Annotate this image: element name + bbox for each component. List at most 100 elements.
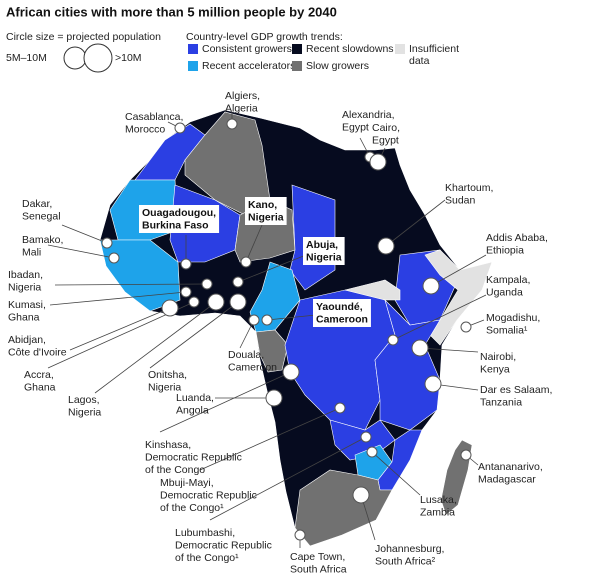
city-label: Luanda,Angola: [176, 392, 214, 417]
city-label: Algiers,Algeria: [225, 90, 260, 115]
city-label-line: Burkina Faso: [142, 219, 209, 231]
city-label-line: Uganda: [486, 286, 523, 298]
city-label: Kampala,Uganda: [486, 274, 530, 299]
city-label: Addis Ababa,Ethiopia: [486, 232, 548, 257]
cities: Algiers,Algeria Casablanca,Morocco Alexand…: [8, 90, 552, 576]
city-label-line: Lagos,: [68, 394, 100, 406]
country: [134, 123, 206, 181]
city-label: Yaoundé,Cameroon: [313, 299, 371, 327]
city-marker: [369, 153, 387, 171]
leader-line: [371, 451, 421, 496]
city-marker: [460, 321, 472, 333]
city-label-line: Zambia: [420, 506, 455, 518]
city-label-line: Kumasi,: [8, 299, 46, 311]
city-label-line: Kenya: [480, 363, 510, 375]
city-marker: [207, 293, 225, 311]
leader-line: [419, 347, 479, 353]
color-legend-title: Country-level GDP growth trends:: [186, 31, 343, 43]
city-marker: [377, 237, 395, 255]
city-label-line: Morocco: [125, 123, 165, 135]
city-label-line: Dakar,: [22, 198, 52, 210]
city-label: Antananarivo,Madagascar: [478, 461, 543, 486]
city-marker: [161, 299, 179, 317]
city-label-line: South Africa: [290, 563, 347, 575]
city-label: Nairobi,Kenya: [480, 351, 516, 376]
city-marker: [229, 293, 247, 311]
city-label: Douala,Cameroon: [228, 349, 277, 374]
city-label-line: Cairo,: [372, 122, 400, 134]
city-label: Mogadishu,Somalia¹: [486, 312, 540, 337]
city-label-line: Johannesburg,: [375, 543, 444, 555]
city-label-line: Tanzania: [480, 396, 522, 408]
city-label-line: Yaoundé,: [316, 301, 363, 313]
city-label-line: Kano,: [248, 199, 277, 211]
city-label: Johannesburg,South Africa²: [375, 543, 444, 568]
city-label-line: Addis Ababa,: [486, 232, 548, 244]
city-label-line: Algeria: [225, 102, 258, 114]
city-marker: [226, 118, 238, 130]
city-marker: [424, 375, 442, 393]
city-label-line: Madagascar: [478, 473, 536, 485]
city-label-line: Bamako,: [22, 234, 63, 246]
city-label: Khartoum,Sudan: [445, 182, 493, 207]
leader-line: [47, 244, 115, 259]
size-key-label: 5M–10M: [6, 52, 47, 64]
color-key-label: Slow growers: [306, 60, 369, 72]
city-label: Abidjan,Côte d'Ivoire: [8, 334, 67, 359]
size-key: [83, 43, 113, 73]
city-label-line: Lubumbashi,: [175, 527, 235, 539]
leader-line: [199, 407, 341, 471]
leader-line: [61, 224, 108, 244]
leader-line: [69, 307, 171, 351]
city-label: Casablanca,Morocco: [125, 111, 183, 136]
city-marker: [352, 486, 370, 504]
africa: [99, 109, 493, 547]
city-label-line: Ibadan,: [8, 269, 43, 281]
city-label-line: Nairobi,: [480, 351, 516, 363]
city-marker: [232, 276, 244, 288]
city-label: Accra,Ghana: [24, 369, 56, 394]
leader-line: [245, 224, 263, 263]
city-label-line: Accra,: [24, 369, 54, 381]
leader-line: [237, 254, 307, 283]
size-key: [63, 46, 87, 70]
country: [255, 329, 289, 373]
city-label-line: Mogadishu,: [486, 312, 540, 324]
city-label-line: Nigeria: [148, 381, 181, 393]
city-label-line: Mbuji-Mayi,: [160, 477, 214, 489]
leader-line: [94, 301, 217, 394]
city-label-line: Democratic Republic: [175, 539, 272, 551]
country: [424, 249, 493, 346]
leader-line: [209, 436, 367, 521]
city-marker: [188, 296, 200, 308]
city-label: Onitsha,Nigeria: [148, 369, 187, 394]
city-marker: [294, 529, 306, 541]
color-key: [292, 44, 302, 54]
legend: 5M–10M >10M Consistent growers Recent accel…: [6, 43, 459, 73]
city-label-line: Nigeria: [8, 281, 41, 293]
city-label-line: Abuja,: [306, 239, 338, 251]
city-label: Ouagadougou,Burkina Faso: [139, 205, 220, 233]
city-label-line: Somalia¹: [486, 324, 528, 336]
color-key: [188, 44, 198, 54]
city-label-line: of the Congo¹: [160, 502, 224, 514]
city-label: Lusaka,Zambia: [420, 494, 457, 519]
city-label-line: Casablanca,: [125, 111, 183, 123]
color-key-label: Recent accelerators: [202, 60, 295, 72]
city-label-line: Egypt: [342, 121, 369, 133]
city-label-line: Nigeria: [248, 211, 284, 223]
title: African cities with more than 5 million …: [6, 4, 337, 19]
city-label: Alexandria,Egypt: [342, 109, 395, 134]
label-box: [139, 205, 220, 233]
city-label-line: Sudan: [445, 194, 476, 206]
city-marker: [282, 363, 300, 381]
city-label-line: Nigeria: [306, 251, 342, 263]
country: [374, 298, 441, 431]
city-label-line: Nigeria: [68, 406, 101, 418]
city-label: Lagos,Nigeria: [68, 394, 101, 419]
city-label-line: Abidjan,: [8, 334, 46, 346]
city-label-line: Ethiopia: [486, 244, 524, 256]
city-label-line: Lusaka,: [420, 494, 457, 506]
